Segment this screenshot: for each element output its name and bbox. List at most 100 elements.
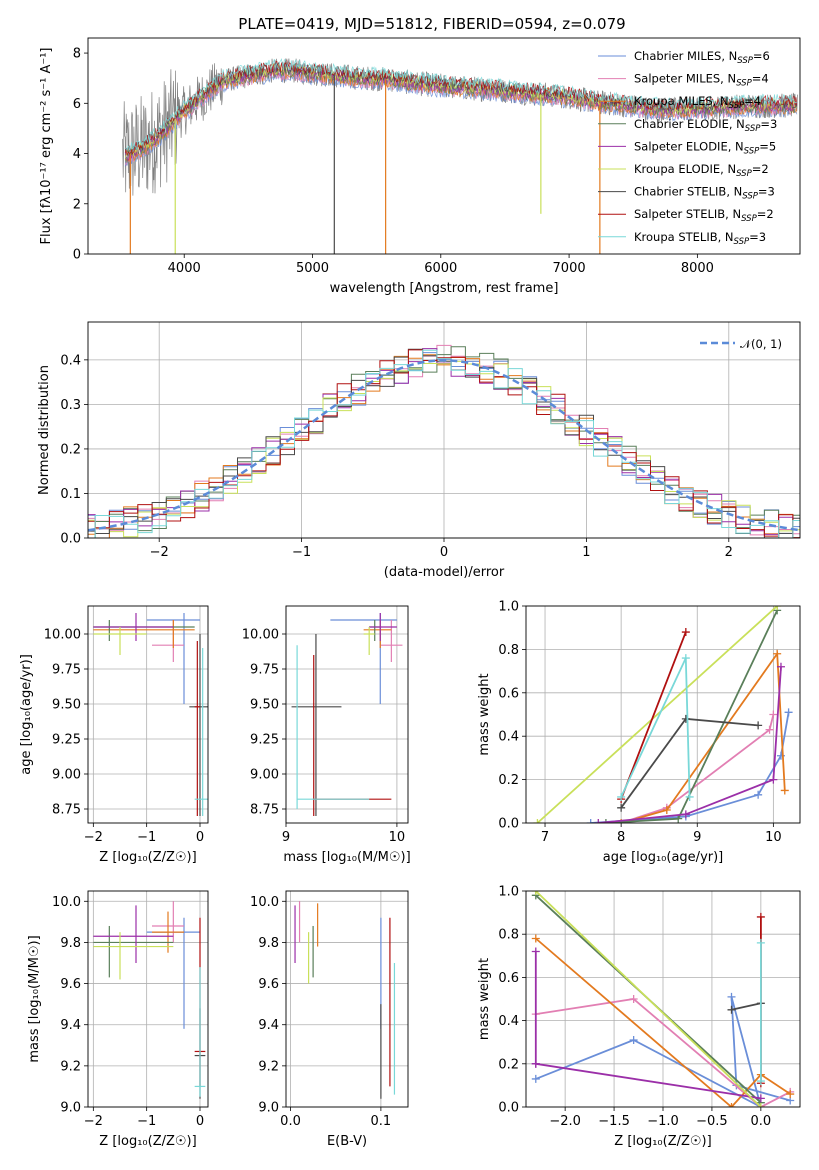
x-tick-label: −2 (150, 545, 169, 560)
x-axis-label: Z [log₁₀(Z/Z☉)] (614, 1134, 711, 1149)
error-bar-point (152, 911, 184, 953)
residual-histogram (88, 360, 800, 538)
plus-marker (681, 654, 690, 663)
legend-entry: Kroupa ELODIE, NSSP=2 (634, 162, 769, 179)
y-tick-label: 9.50 (250, 698, 279, 713)
plus-marker (681, 810, 690, 819)
axes-frame (87, 890, 209, 1108)
x-tick-label: 0 (196, 830, 204, 845)
legend-entry: 𝒩(0, 1) (740, 337, 782, 351)
y-tick-label: 10.0 (52, 895, 81, 910)
weight-series (617, 649, 789, 823)
y-tick-label: 9.0 (60, 1101, 81, 1116)
x-tick-label: 9 (693, 830, 701, 845)
x-axis-label: E(B-V) (327, 1134, 367, 1149)
plus-marker (773, 606, 782, 610)
plus-marker (754, 721, 763, 730)
y-tick-label: 9.0 (258, 1101, 279, 1116)
plus-marker (727, 1005, 736, 1014)
plus-marker (531, 1074, 540, 1083)
y-tick-label: 9.2 (60, 1059, 81, 1074)
y-tick-label: 0.2 (498, 773, 519, 788)
error-bar-point (296, 645, 370, 809)
axes-frame (285, 605, 409, 824)
y-tick-label: 8 (73, 47, 81, 62)
x-axis-label: Z [log₁₀(Z/Z☉)] (99, 850, 196, 865)
y-axis-label: Normed distribution (37, 365, 52, 495)
model-spectrum (124, 67, 798, 164)
legend-entry: Chabrier MILES, NSSP=6 (634, 49, 770, 66)
y-tick-label: 9.4 (258, 1018, 279, 1033)
error-bar-point (93, 925, 174, 978)
y-tick-label: 0 (73, 248, 81, 263)
x-tick-label: −2 (84, 1114, 103, 1129)
legend-entry: Salpeter MILES, NSSP=4 (634, 72, 769, 89)
x-tick-label: 0.0 (751, 1114, 772, 1129)
legend-entry: Kroupa STELIB, NSSP=3 (634, 230, 766, 247)
error-bar-point (194, 967, 206, 1097)
weight-series (617, 654, 694, 801)
error-bar-point (152, 620, 184, 662)
weight-series (617, 714, 763, 812)
x-axis-label: mass [log₁₀(M/M☉)] (283, 850, 410, 865)
error-bar-point (363, 627, 375, 655)
y-tick-label: 8.75 (52, 803, 81, 818)
y-tick-label: 9.50 (52, 698, 81, 713)
plus-marker (786, 1090, 795, 1099)
plus-marker (756, 1103, 765, 1107)
x-tick-label: 4000 (168, 261, 201, 276)
error-bar-point (93, 905, 174, 963)
y-tick-label: 9.75 (52, 663, 81, 678)
y-tick-label: 9.6 (258, 977, 279, 992)
x-tick-label: −1 (137, 830, 156, 845)
x-tick-label: 5000 (296, 261, 329, 276)
x-tick-label: 8000 (681, 261, 714, 276)
y-tick-label: 0.2 (498, 1057, 519, 1072)
y-tick-label: 9.25 (52, 733, 81, 748)
spectrum-legend: Chabrier MILES, NSSP=6 Salpeter MILES, NS… (598, 49, 777, 247)
weight-series (756, 938, 765, 1086)
plus-marker (769, 775, 778, 784)
plus-marker (773, 649, 782, 658)
plus-marker (629, 1036, 638, 1045)
error-bar-point (194, 641, 200, 816)
y-tick-label: 9.8 (258, 936, 279, 951)
error-bar-point (369, 620, 381, 641)
plus-marker (756, 912, 765, 921)
x-tick-label: 1 (582, 545, 590, 560)
axes-frame (87, 37, 801, 255)
x-tick-label: 8 (617, 830, 625, 845)
residual-histogram (88, 354, 800, 538)
y-tick-label: 0.3 (60, 398, 81, 413)
residual_hist-panel: −2 −1 0 1 2 0.0 0.1 0.2 0.3 0.4 (data-model)/error… (37, 321, 801, 580)
age_vs_mass-panel: 9 10 8.75 9.00 9.25 9.50 9.75 10.00 mass [log₁₀(… (242, 605, 411, 865)
residual-histogram (88, 349, 800, 538)
weight-series (594, 662, 785, 823)
y-tick-label: 0.0 (498, 1101, 519, 1116)
y-tick-label: 0.8 (498, 643, 519, 658)
residual-histogram (88, 349, 800, 538)
weight-series (617, 628, 690, 804)
x-tick-label: −1.0 (647, 1114, 679, 1129)
axes-frame (525, 890, 801, 1108)
y-tick-label: 0.2 (60, 442, 81, 457)
plus-marker (756, 1094, 765, 1103)
x-axis-label: (data-model)/error (384, 565, 505, 580)
axes-frame (525, 605, 801, 824)
error-bar-point (194, 648, 208, 816)
plus-marker (531, 947, 540, 956)
y-tick-label: 0.4 (498, 730, 519, 745)
plus-marker (681, 628, 690, 637)
plus-marker (727, 1103, 736, 1107)
axes-frame (87, 321, 801, 539)
normal-curve (88, 359, 800, 532)
y-tick-label: 9.6 (60, 977, 81, 992)
y-axis-label: mass [log₁₀(M/M☉)] (27, 935, 42, 1062)
x-tick-label: −1 (292, 545, 311, 560)
x-tick-label: −1.5 (598, 1114, 630, 1129)
plus-marker (756, 1077, 765, 1086)
x-tick-label: −2 (84, 830, 103, 845)
plus-marker (594, 819, 603, 823)
y-tick-label: 9.00 (52, 768, 81, 783)
